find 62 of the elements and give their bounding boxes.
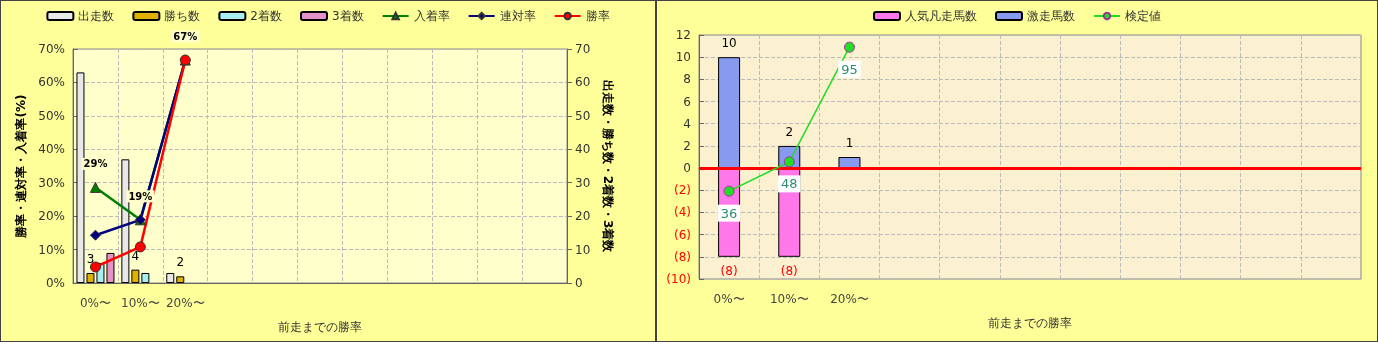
y-axis-title: 勝率・連対率・入着率(%)	[14, 94, 29, 239]
y-tick-label: 20%	[38, 209, 65, 224]
y2-axis-title: 出走数・勝ち数・2着数・3着数	[601, 79, 615, 254]
x-axis-title: 前走までの勝率	[278, 320, 362, 334]
y-tick-label: 50%	[38, 108, 65, 123]
data-label: 1	[845, 136, 854, 150]
data-label: (8)	[720, 263, 738, 278]
y-tick-label: (10)	[666, 272, 691, 286]
x-tick-label: 20%〜	[830, 292, 869, 306]
y2-tick-label: 30	[575, 175, 591, 190]
data-label: 10	[721, 36, 737, 51]
x-tick-label: 0%〜	[79, 296, 111, 310]
data-label: 95	[841, 61, 858, 77]
data-label: 19%	[128, 190, 153, 202]
legend-label: 勝ち数	[164, 9, 201, 23]
x-tick-label: 0%〜	[713, 292, 745, 306]
legend-label: 勝率	[585, 9, 610, 23]
data-label: 48	[781, 176, 798, 192]
legend-label: 2着数	[250, 9, 283, 23]
legend-label: 3着数	[332, 9, 364, 23]
y-tick-label: (4)	[674, 205, 691, 220]
data-label: 2	[176, 255, 185, 270]
y-tick-label: 40%	[38, 142, 65, 157]
legend-label: 検定値	[1125, 9, 1161, 23]
y-tick-label: 70%	[38, 42, 65, 56]
y-tick-label: 0	[683, 161, 691, 176]
y2-tick-label: 40	[575, 142, 591, 157]
x-tick-label: 10%〜	[769, 292, 809, 306]
y2-tick-label: 60	[575, 75, 591, 90]
y-tick-label: 10	[675, 50, 691, 65]
data-label: 67%	[173, 31, 198, 43]
y-tick-label: (8)	[674, 249, 691, 264]
y-tick-label: 2	[683, 138, 691, 153]
y-tick-label: 30%	[38, 175, 65, 190]
y-tick-label: 6	[683, 94, 691, 109]
data-label: 4	[131, 248, 140, 263]
data-label: 36	[720, 205, 738, 221]
x-tick-label: 20%〜	[165, 296, 205, 310]
data-label: 2	[785, 124, 794, 139]
legend-label: 入着率	[413, 9, 450, 23]
legend-label: 人気凡走馬数	[905, 9, 977, 23]
y2-tick-label: 20	[575, 209, 591, 224]
y-tick-label: 0%	[45, 276, 65, 290]
y-tick-label: 60%	[38, 75, 65, 90]
legend-label: 連対率	[499, 9, 536, 23]
x-axis-title: 前走までの勝率	[988, 316, 1072, 330]
data-label: 29%	[83, 158, 108, 170]
data-label: (8)	[780, 263, 798, 278]
y-tick-label: 4	[683, 116, 691, 131]
x-tick-label: 10%〜	[121, 296, 160, 310]
y2-tick-label: 50	[575, 108, 591, 123]
y2-tick-label: 70	[575, 42, 591, 56]
y-tick-label: 12	[675, 28, 691, 42]
y-tick-label: (6)	[674, 227, 691, 242]
y2-tick-label: 0	[575, 276, 583, 290]
legend-label: 激走馬数	[1027, 9, 1075, 23]
y-tick-label: (2)	[674, 183, 691, 198]
data-label: 3	[86, 251, 95, 266]
y2-tick-label: 10	[575, 242, 591, 257]
y-tick-label: 8	[683, 72, 691, 87]
legend-label: 出走数	[78, 9, 115, 23]
y-tick-label: 10%	[38, 242, 65, 257]
